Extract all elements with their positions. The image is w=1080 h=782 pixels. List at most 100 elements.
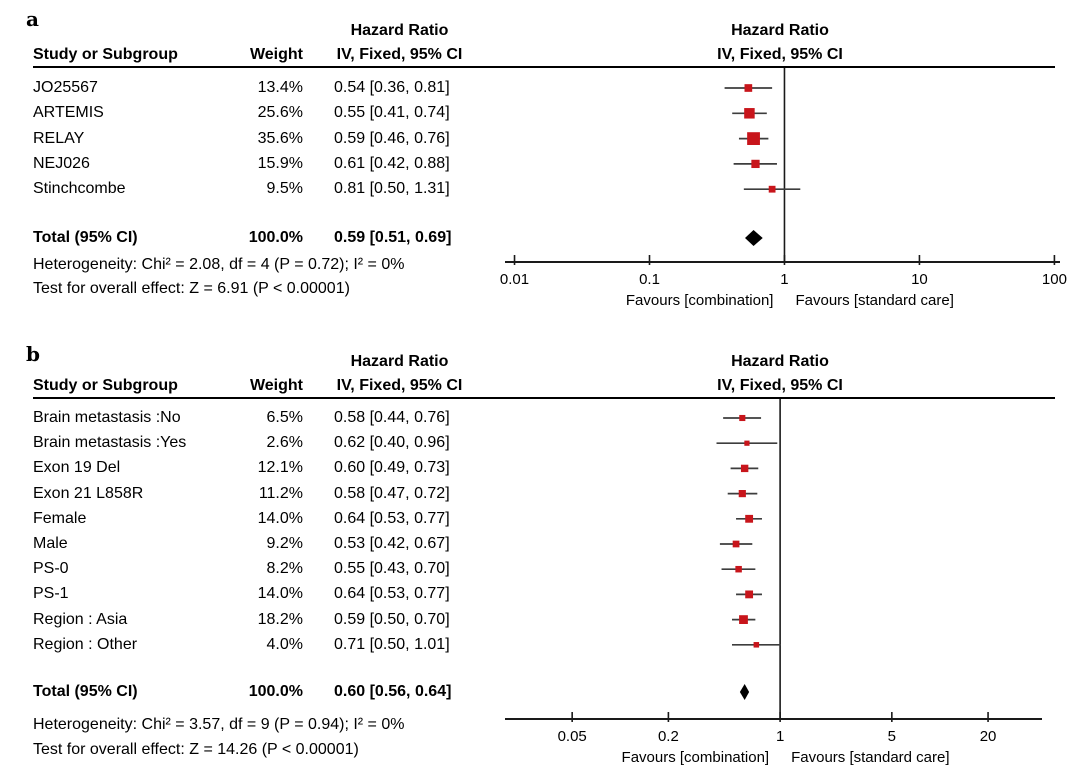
weight-cell: 15.9% <box>257 154 303 172</box>
hr-marker <box>740 464 749 473</box>
ci-text-cell: 0.71 [0.50, 1.01] <box>334 635 450 653</box>
hr-marker <box>744 440 750 446</box>
weight-cell: 9.5% <box>266 180 303 198</box>
weight-cell: 25.6% <box>257 104 303 122</box>
study-name-cell: Stinchcombe <box>33 180 126 198</box>
hr-marker <box>753 642 760 648</box>
ci-text-cell: 0.81 [0.50, 1.31] <box>334 180 450 198</box>
weight-cell: 8.2% <box>266 560 303 578</box>
ci-text-cell: 0.59 [0.46, 0.76] <box>334 129 450 147</box>
ci-text-cell: 0.62 [0.40, 0.96] <box>334 434 450 452</box>
weight-cell: 9.2% <box>266 535 303 552</box>
pooled-effect-diamond <box>745 230 763 246</box>
hr-marker <box>751 159 760 169</box>
weight-cell: 35.6% <box>257 129 303 147</box>
study-name-cell: NEJ026 <box>33 154 90 172</box>
column-header-effect-line2: IV, Fixed, 95% CI <box>336 46 463 63</box>
plot-header-line1: Hazard Ratio <box>731 353 829 370</box>
axis-tick-label: 10 <box>911 271 928 288</box>
study-name-cell: Region : Other <box>33 635 138 653</box>
column-header-effect-line2: IV, Fixed, 95% CI <box>336 377 463 394</box>
weight-cell: 12.1% <box>257 459 303 477</box>
column-header-study: Study or Subgroup <box>33 377 178 394</box>
study-name-cell: Brain metastasis :Yes <box>33 434 187 452</box>
total-label-cell: Total (95% CI) <box>33 229 138 246</box>
total-label-cell: Total (95% CI) <box>33 683 138 700</box>
heterogeneity-note: Heterogeneity: Chi² = 3.57, df = 9 (P = … <box>33 716 405 733</box>
panel-letter: a <box>26 7 39 31</box>
ci-text-cell: 0.55 [0.43, 0.70] <box>334 560 450 578</box>
ci-text-cell: 0.59 [0.50, 0.70] <box>334 610 450 628</box>
column-header-weight: Weight <box>249 377 303 394</box>
ci-text-cell: 0.53 [0.42, 0.67] <box>334 535 450 552</box>
total-ci-cell: 0.59 [0.51, 0.69] <box>334 229 452 246</box>
panel-letter: b <box>26 342 40 366</box>
total-weight-cell: 100.0% <box>248 229 303 246</box>
hr-marker <box>735 565 742 573</box>
axis-tick-label: 20 <box>980 728 997 745</box>
favours-left-label: Favours [combination] <box>622 749 770 766</box>
ci-text-cell: 0.58 [0.47, 0.72] <box>334 484 450 502</box>
weight-cell: 14.0% <box>257 509 303 527</box>
ci-text-cell: 0.64 [0.53, 0.77] <box>334 585 450 603</box>
column-header-effect-line1: Hazard Ratio <box>350 22 449 39</box>
hr-marker <box>744 108 755 119</box>
pooled-effect-diamond <box>739 684 750 700</box>
weight-cell: 4.0% <box>266 635 303 653</box>
study-name-cell: PS-1 <box>33 585 69 603</box>
total-weight-cell: 100.0% <box>248 683 303 700</box>
hr-marker <box>747 132 760 145</box>
column-header-study: Study or Subgroup <box>33 46 178 63</box>
hr-marker <box>745 514 754 523</box>
hr-marker <box>744 84 753 92</box>
favours-right-label: Favours [standard care] <box>795 292 953 309</box>
axis-tick-label: 0.2 <box>658 728 679 745</box>
study-name-cell: JO25567 <box>33 79 98 96</box>
axis-tick-label: 0.01 <box>500 271 529 288</box>
favours-left-label: Favours [combination] <box>626 292 774 309</box>
axis-tick-label: 0.05 <box>558 728 587 745</box>
axis-tick-label: 100 <box>1042 271 1067 288</box>
study-name-cell: Exon 19 Del <box>33 459 121 477</box>
panel-b: b Study or Subgroup Weight Hazard Ratio IV, … <box>0 332 1080 782</box>
weight-cell: 11.2% <box>258 484 303 502</box>
ci-text-cell: 0.60 [0.49, 0.73] <box>334 459 450 477</box>
axis-tick-label: 5 <box>888 728 896 745</box>
ci-text-cell: 0.61 [0.42, 0.88] <box>334 154 450 172</box>
axis-tick-label: 1 <box>776 728 784 745</box>
ci-text-cell: 0.58 [0.44, 0.76] <box>334 409 450 426</box>
study-name-cell: PS-0 <box>33 560 69 578</box>
forest-plot: 0.05 0.2 1 5 20 Favours [combination] Favours … <box>505 399 1042 766</box>
study-name-cell: Female <box>33 509 87 527</box>
study-name-cell: Exon 21 L858R <box>33 484 144 502</box>
ci-text-cell: 0.55 [0.41, 0.74] <box>334 104 450 122</box>
hr-marker <box>739 414 746 422</box>
weight-cell: 13.4% <box>257 79 303 96</box>
study-name-cell: ARTEMIS <box>33 104 104 122</box>
ci-text-cell: 0.64 [0.53, 0.77] <box>334 509 450 527</box>
study-name-cell: Region : Asia <box>33 610 128 628</box>
weight-cell: 14.0% <box>257 585 303 603</box>
study-name-cell: Brain metastasis :No <box>33 409 181 426</box>
plot-header-line2: IV, Fixed, 95% CI <box>717 46 843 63</box>
panel-a: a Study or Subgroup Weight Hazard Ratio IV, … <box>0 0 1080 318</box>
weight-cell: 6.5% <box>266 409 303 426</box>
study-name-cell: Male <box>33 535 68 552</box>
header-rule <box>33 66 1055 68</box>
overall-effect-note: Test for overall effect: Z = 6.91 (P < 0… <box>33 280 350 297</box>
column-header-effect-line1: Hazard Ratio <box>350 353 449 370</box>
weight-cell: 2.6% <box>266 434 303 452</box>
axis-tick-label: 1 <box>780 271 788 288</box>
hr-marker <box>732 540 740 548</box>
hr-marker <box>768 185 776 193</box>
study-name-cell: RELAY <box>33 129 85 147</box>
weight-cell: 18.2% <box>257 610 303 628</box>
plot-header-line1: Hazard Ratio <box>731 22 829 39</box>
hr-marker <box>745 590 754 599</box>
forest-plot: 0.01 0.1 1 10 100 Favours [combination] Favour… <box>500 68 1067 309</box>
plot-header-line2: IV, Fixed, 95% CI <box>717 377 843 394</box>
favours-right-label: Favours [standard care] <box>791 749 949 766</box>
header-rule <box>33 397 1055 399</box>
overall-effect-note: Test for overall effect: Z = 14.26 (P < … <box>33 741 359 758</box>
